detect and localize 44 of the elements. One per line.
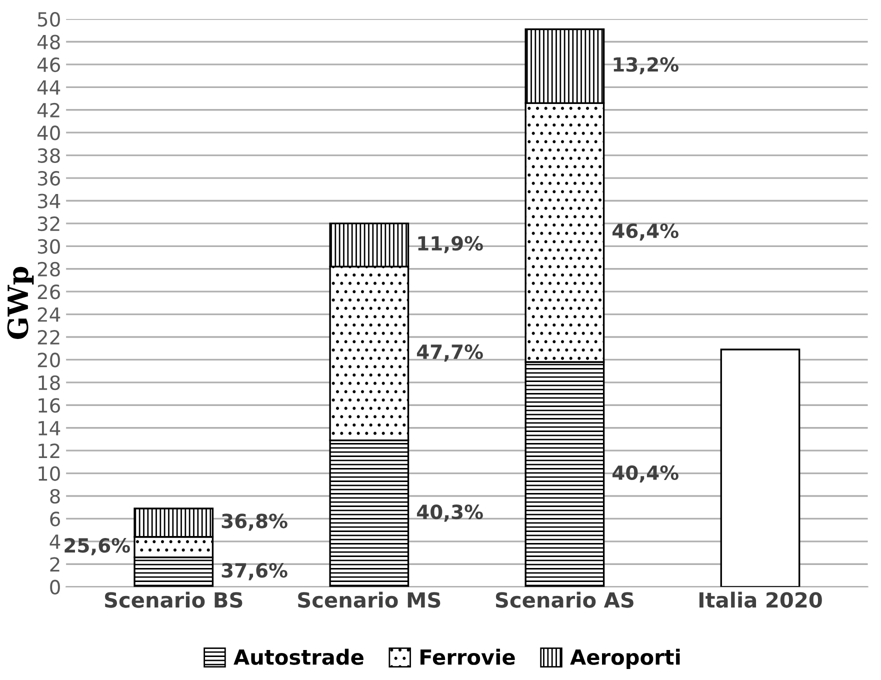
y-axis-title: GWp xyxy=(7,266,34,339)
y-tick-label: 34 xyxy=(38,194,60,208)
y-tick-label: 38 xyxy=(38,148,60,163)
y-tick-label: 44 xyxy=(37,80,60,95)
y-tick-label: 10 xyxy=(38,466,60,481)
y-tick-label: 42 xyxy=(37,102,60,118)
y-tick-label: 8 xyxy=(50,488,60,504)
annotation: 37,6% xyxy=(222,563,288,580)
y-tick-label: 30 xyxy=(38,239,60,254)
y-tick-label: 32 xyxy=(38,216,60,232)
y-tick-label: 6 xyxy=(50,512,60,526)
y-tick-label: 14 xyxy=(38,421,60,436)
annotation: 36,8% xyxy=(222,514,288,531)
legend-label: Ferrovie xyxy=(420,648,515,665)
x-tick-label: Scenario BS xyxy=(104,592,242,608)
x-tick-label: Scenario AS xyxy=(496,592,634,608)
annotation: 47,7% xyxy=(416,344,483,362)
y-tick-label: 48 xyxy=(37,34,60,50)
annotation: 40,3% xyxy=(416,504,483,522)
legend-label: Autostrade xyxy=(234,648,364,665)
y-tick-label: 28 xyxy=(38,262,60,277)
annotation: 25,6% xyxy=(64,538,130,556)
y-tick-label: 4 xyxy=(50,534,60,549)
y-tick-label: 26 xyxy=(38,284,60,300)
y-tick-label: 24 xyxy=(38,307,60,322)
y-tick-label: 18 xyxy=(38,375,60,390)
annotation: 40,4% xyxy=(612,465,678,483)
y-tick-label: 40 xyxy=(37,126,60,140)
y-tick-label: 20 xyxy=(38,352,60,368)
y-tick-label: 2 xyxy=(50,557,60,572)
y-tick-label: 0 xyxy=(50,580,60,595)
y-tick-label: 12 xyxy=(38,444,60,458)
annotation: 13,2% xyxy=(614,57,678,74)
annotation: 46,4% xyxy=(612,223,678,241)
annotation: 11,9% xyxy=(418,236,483,254)
y-tick-label: 36 xyxy=(38,170,60,186)
y-tick-label: 16 xyxy=(38,398,60,413)
legend-label: Aeroporti xyxy=(570,648,680,669)
x-tick-label: Scenario MS xyxy=(298,592,440,608)
y-tick-label: 22 xyxy=(38,330,60,344)
y-tick-label: 46 xyxy=(37,57,60,72)
y-tick-label: 50 xyxy=(38,12,60,27)
bar xyxy=(720,348,800,587)
x-tick-label: Italia 2020 xyxy=(699,592,822,608)
